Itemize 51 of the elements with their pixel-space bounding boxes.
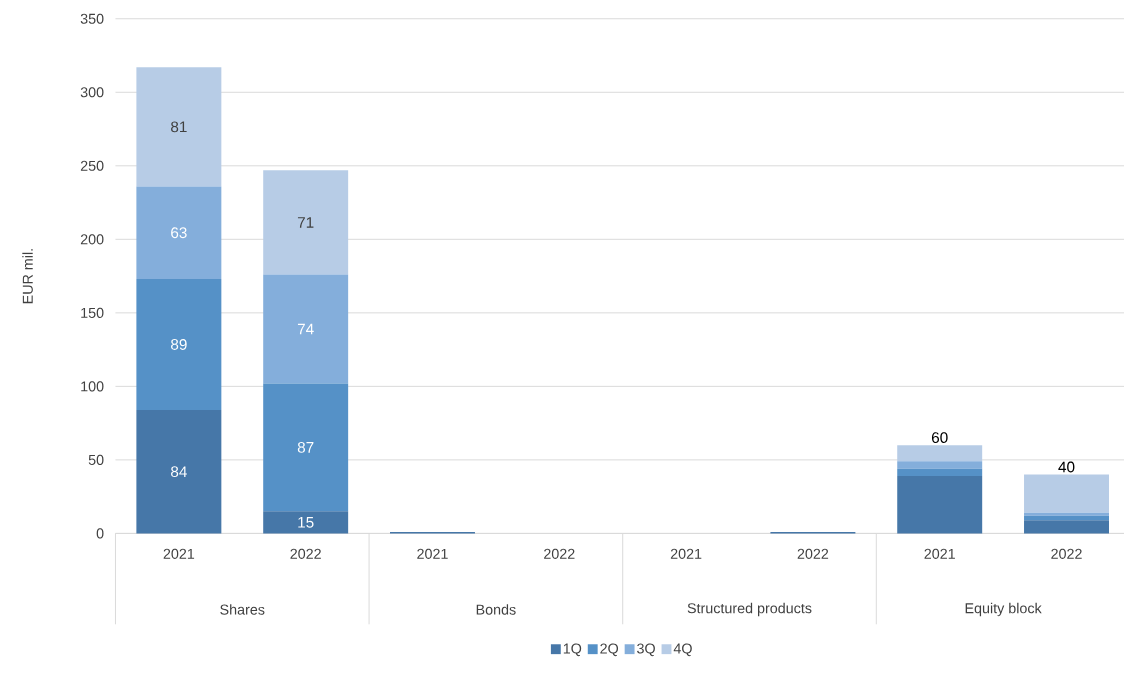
bar <box>263 383 349 512</box>
text: Shares <box>220 604 265 615</box>
data-label: 15 <box>298 517 314 528</box>
x-tick-label: 2022 <box>544 548 575 560</box>
bar <box>136 67 222 187</box>
x-tick-label: 2021 <box>670 548 702 560</box>
text: Structured products <box>687 602 812 617</box>
data-label: 89 <box>171 339 187 351</box>
y-tick-label: 0 <box>96 528 104 539</box>
data-label: 63 <box>171 227 187 239</box>
bar <box>136 279 222 411</box>
legend-label: 4Q <box>673 643 692 657</box>
y-tick-label: 300 <box>80 87 104 98</box>
bar <box>136 410 222 534</box>
y-tick-label: 200 <box>80 234 104 245</box>
bar <box>136 186 222 280</box>
bar <box>1024 515 1109 521</box>
text: Bonds <box>476 604 516 615</box>
data-label: 81 <box>171 121 187 133</box>
y-tick-label: 100 <box>81 381 104 392</box>
bar <box>1024 474 1109 513</box>
bar <box>897 468 983 477</box>
y-tick-label: 250 <box>80 160 104 172</box>
bar <box>263 170 349 275</box>
x-tick-label: 2022 <box>1051 548 1082 560</box>
y-tick-label: 350 <box>80 13 104 24</box>
data-label: 84 <box>171 466 187 478</box>
x-tick-label: 2022 <box>797 548 829 560</box>
text: Equity block <box>965 602 1042 617</box>
data-label: 74 <box>297 323 314 335</box>
bar <box>897 461 983 469</box>
bar <box>1024 512 1109 516</box>
legend-label: 1Q <box>563 643 582 657</box>
y-axis-title: EUR mil. <box>22 249 33 304</box>
bar <box>897 476 983 534</box>
x-tick-label: 2021 <box>417 548 448 560</box>
y-tick-label: 150 <box>81 307 104 319</box>
bar <box>1024 520 1109 534</box>
legend-label: 2Q <box>600 643 619 657</box>
bar <box>897 445 983 462</box>
y-tick-label: 50 <box>88 454 104 466</box>
legend-label: 3Q <box>637 643 655 657</box>
bar <box>263 274 349 384</box>
total-label: 40 <box>1058 461 1075 473</box>
x-tick-label: 2021 <box>163 548 195 560</box>
data-label: 71 <box>297 217 314 228</box>
bar <box>263 511 349 534</box>
data-label: 87 <box>297 442 314 453</box>
x-tick-label: 2022 <box>290 548 321 560</box>
x-tick-label: 2021 <box>924 548 955 560</box>
total-label: 60 <box>931 432 948 444</box>
